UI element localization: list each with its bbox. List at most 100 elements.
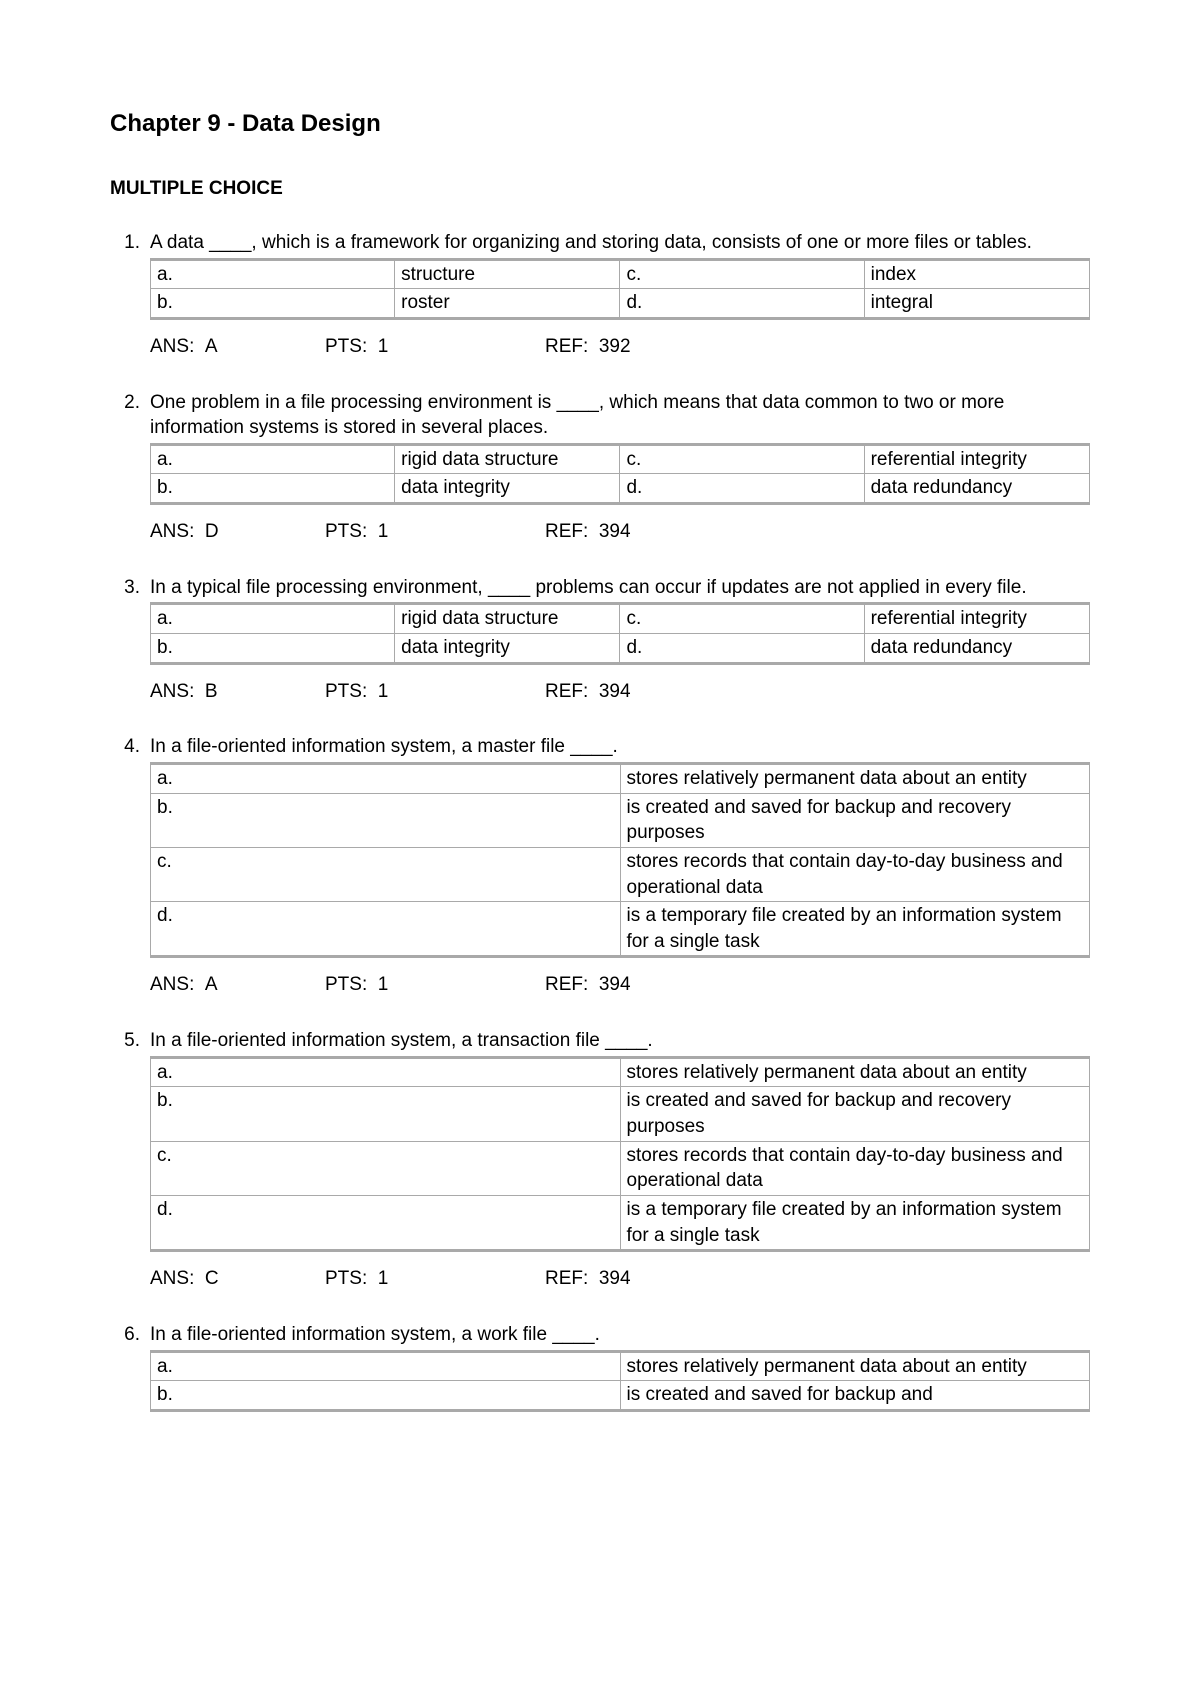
question-block: 3.In a typical file processing environme… bbox=[110, 575, 1090, 705]
option-value: stores records that contain day-to-day b… bbox=[620, 847, 1090, 901]
option-label: d. bbox=[620, 634, 864, 664]
option-label: a. bbox=[151, 1351, 621, 1381]
reference-value: REF: 394 bbox=[545, 679, 631, 705]
option-value: data redundancy bbox=[864, 474, 1089, 504]
option-value: roster bbox=[395, 289, 620, 319]
option-value: rigid data structure bbox=[395, 444, 620, 474]
question-number: 6. bbox=[110, 1322, 150, 1348]
option-label: b. bbox=[151, 634, 395, 664]
points-value: PTS: 1 bbox=[325, 972, 545, 998]
points-value: PTS: 1 bbox=[325, 519, 545, 545]
table-row: c.stores records that contain day-to-day… bbox=[151, 1141, 1090, 1195]
option-value: referential integrity bbox=[864, 444, 1089, 474]
points-value: PTS: 1 bbox=[325, 1266, 545, 1292]
option-value: is created and saved for backup and reco… bbox=[620, 793, 1090, 847]
option-label: c. bbox=[620, 444, 864, 474]
table-row: b.is created and saved for backup and re… bbox=[151, 793, 1090, 847]
option-label: d. bbox=[620, 289, 864, 319]
option-value: data integrity bbox=[395, 474, 620, 504]
question-block: 6.In a file-oriented information system,… bbox=[110, 1322, 1090, 1412]
option-value: stores relatively permanent data about a… bbox=[620, 1057, 1090, 1087]
option-label: b. bbox=[151, 793, 621, 847]
option-value: is a temporary file created by an inform… bbox=[620, 902, 1090, 957]
option-value: integral bbox=[864, 289, 1089, 319]
answer-value: ANS: C bbox=[150, 1266, 325, 1292]
option-label: a. bbox=[151, 604, 395, 634]
option-label: b. bbox=[151, 474, 395, 504]
table-row: a.stores relatively permanent data about… bbox=[151, 1351, 1090, 1381]
answer-meta: ANS: BPTS: 1REF: 394 bbox=[150, 679, 1090, 705]
option-label: c. bbox=[620, 604, 864, 634]
options-table: a.rigid data structurec.referential inte… bbox=[150, 602, 1090, 664]
table-row: d.is a temporary file created by an info… bbox=[151, 1195, 1090, 1250]
answer-value: ANS: B bbox=[150, 679, 325, 705]
question-number: 3. bbox=[110, 575, 150, 601]
question-text: In a file-oriented information system, a… bbox=[150, 1028, 1090, 1054]
option-value: stores records that contain day-to-day b… bbox=[620, 1141, 1090, 1195]
table-row: c.stores records that contain day-to-day… bbox=[151, 847, 1090, 901]
table-row: d.is a temporary file created by an info… bbox=[151, 902, 1090, 957]
section-title: MULTIPLE CHOICE bbox=[110, 178, 1090, 200]
points-value: PTS: 1 bbox=[325, 334, 545, 360]
answer-value: ANS: D bbox=[150, 519, 325, 545]
options-table: a.stores relatively permanent data about… bbox=[150, 1350, 1090, 1412]
option-value: stores relatively permanent data about a… bbox=[620, 1351, 1090, 1381]
options-table: a.rigid data structurec.referential inte… bbox=[150, 443, 1090, 505]
table-row: b.data integrityd.data redundancy bbox=[151, 474, 1090, 504]
option-value: index bbox=[864, 259, 1089, 289]
answer-meta: ANS: APTS: 1REF: 394 bbox=[150, 972, 1090, 998]
question-number: 5. bbox=[110, 1028, 150, 1054]
page: Chapter 9 - Data Design MULTIPLE CHOICE … bbox=[0, 0, 1200, 1502]
question-block: 4.In a file-oriented information system,… bbox=[110, 734, 1090, 998]
option-label: a. bbox=[151, 444, 395, 474]
reference-value: REF: 394 bbox=[545, 1266, 631, 1292]
option-label: b. bbox=[151, 289, 395, 319]
table-row: b.is created and saved for backup and bbox=[151, 1381, 1090, 1411]
table-row: a.stores relatively permanent data about… bbox=[151, 763, 1090, 793]
reference-value: REF: 394 bbox=[545, 519, 631, 545]
answer-meta: ANS: APTS: 1REF: 392 bbox=[150, 334, 1090, 360]
option-value: is created and saved for backup and reco… bbox=[620, 1087, 1090, 1141]
answer-meta: ANS: CPTS: 1REF: 394 bbox=[150, 1266, 1090, 1292]
question-number: 1. bbox=[110, 230, 150, 256]
option-label: b. bbox=[151, 1087, 621, 1141]
question-block: 1.A data ____, which is a framework for … bbox=[110, 230, 1090, 360]
answer-value: ANS: A bbox=[150, 334, 325, 360]
question-block: 2.One problem in a file processing envir… bbox=[110, 390, 1090, 545]
chapter-title: Chapter 9 - Data Design bbox=[110, 110, 1090, 138]
answer-meta: ANS: DPTS: 1REF: 394 bbox=[150, 519, 1090, 545]
option-label: c. bbox=[151, 847, 621, 901]
question-number: 2. bbox=[110, 390, 150, 416]
option-value: is created and saved for backup and bbox=[620, 1381, 1090, 1411]
option-label: d. bbox=[151, 1195, 621, 1250]
reference-value: REF: 394 bbox=[545, 972, 631, 998]
reference-value: REF: 392 bbox=[545, 334, 631, 360]
table-row: a.rigid data structurec.referential inte… bbox=[151, 604, 1090, 634]
option-label: b. bbox=[151, 1381, 621, 1411]
option-value: referential integrity bbox=[864, 604, 1089, 634]
option-value: is a temporary file created by an inform… bbox=[620, 1195, 1090, 1250]
option-label: a. bbox=[151, 1057, 621, 1087]
question-number: 4. bbox=[110, 734, 150, 760]
option-value: stores relatively permanent data about a… bbox=[620, 763, 1090, 793]
option-label: a. bbox=[151, 259, 395, 289]
table-row: a.structurec.index bbox=[151, 259, 1090, 289]
table-row: b.rosterd.integral bbox=[151, 289, 1090, 319]
question-text: One problem in a file processing environ… bbox=[150, 390, 1090, 441]
option-label: c. bbox=[620, 259, 864, 289]
options-table: a.stores relatively permanent data about… bbox=[150, 1056, 1090, 1252]
option-label: d. bbox=[620, 474, 864, 504]
points-value: PTS: 1 bbox=[325, 679, 545, 705]
questions-container: 1.A data ____, which is a framework for … bbox=[110, 230, 1090, 1412]
option-value: structure bbox=[395, 259, 620, 289]
question-text: In a typical file processing environment… bbox=[150, 575, 1090, 601]
table-row: b.is created and saved for backup and re… bbox=[151, 1087, 1090, 1141]
options-table: a.stores relatively permanent data about… bbox=[150, 762, 1090, 958]
table-row: b.data integrityd.data redundancy bbox=[151, 634, 1090, 664]
question-block: 5.In a file-oriented information system,… bbox=[110, 1028, 1090, 1292]
question-text: In a file-oriented information system, a… bbox=[150, 734, 1090, 760]
option-label: a. bbox=[151, 763, 621, 793]
option-label: c. bbox=[151, 1141, 621, 1195]
option-value: data redundancy bbox=[864, 634, 1089, 664]
option-value: data integrity bbox=[395, 634, 620, 664]
